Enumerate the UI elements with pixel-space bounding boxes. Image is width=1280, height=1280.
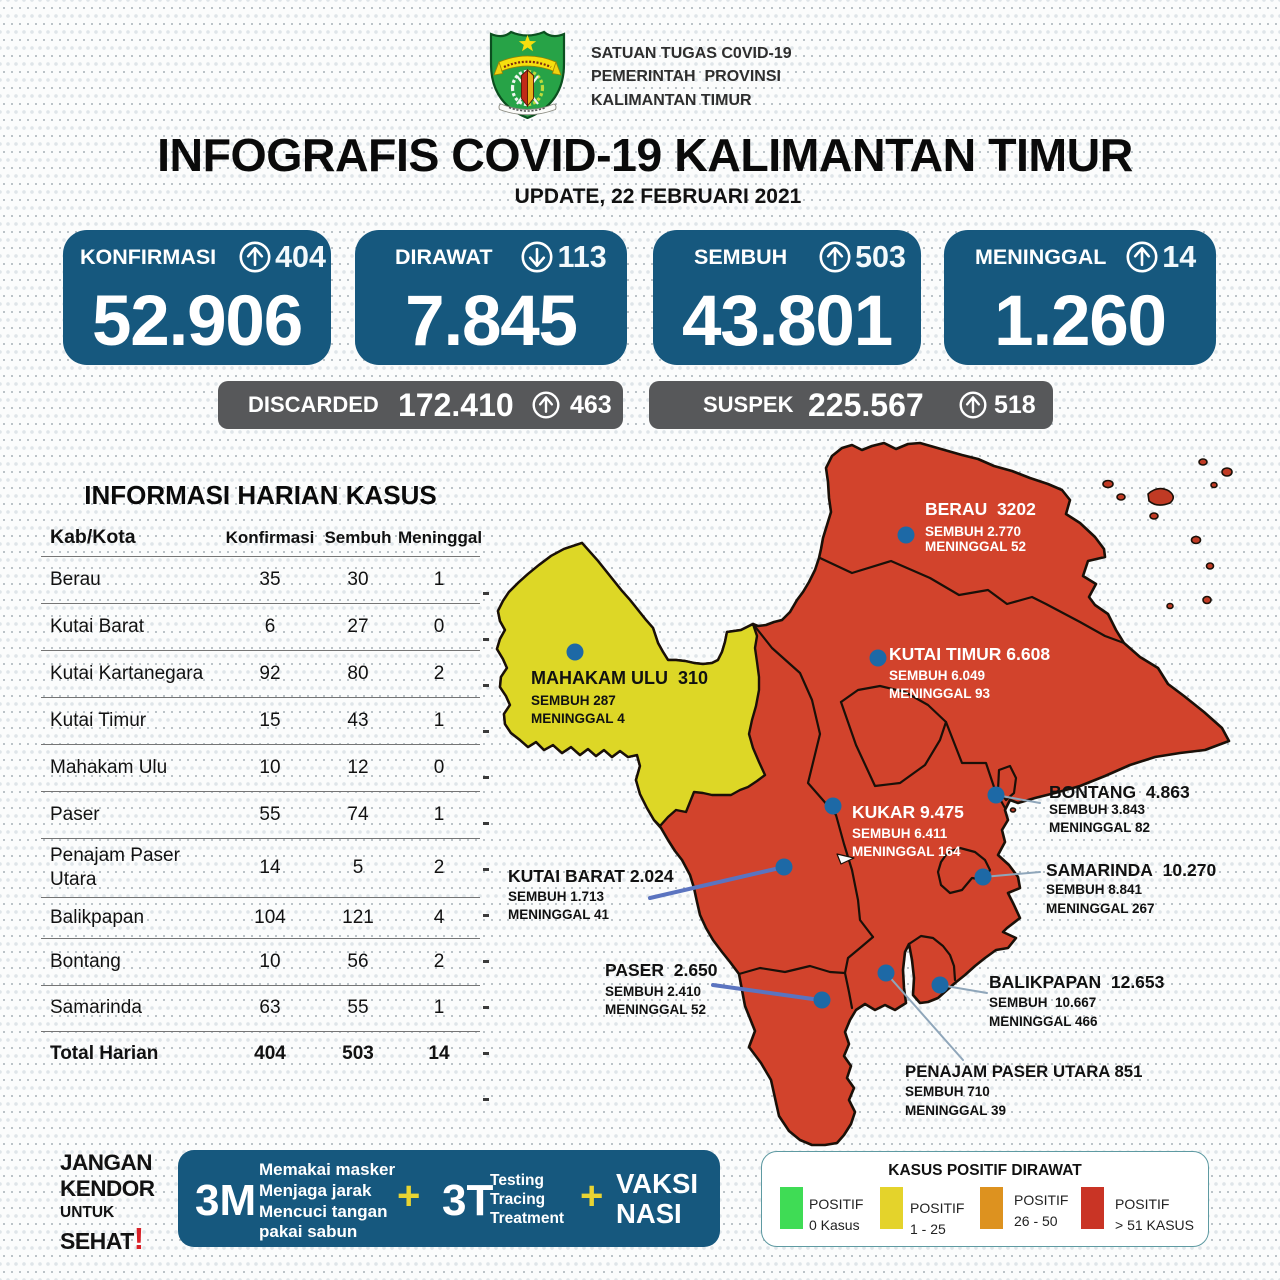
svg-text:BONTANG 4.863: BONTANG 4.863 [1049, 782, 1190, 802]
svg-text:BERAU 3202: BERAU 3202 [925, 499, 1036, 519]
svg-text:SEMBUH 3.843: SEMBUH 3.843 [1049, 802, 1146, 817]
svg-text:BALIKPAPAN 12.653: BALIKPAPAN 12.653 [989, 972, 1165, 992]
svg-text:SEMBUH 710: SEMBUH 710 [905, 1084, 990, 1099]
svg-text:SEMBUH 6.049: SEMBUH 6.049 [889, 668, 985, 683]
svg-text:SEMBUH 8.841: SEMBUH 8.841 [1046, 882, 1143, 897]
svg-text:MENINGGAL 41: MENINGGAL 41 [508, 907, 610, 922]
svg-text:SEMBUH 10.667: SEMBUH 10.667 [989, 995, 1096, 1010]
svg-text:SEMBUH 2.770: SEMBUH 2.770 [925, 524, 1021, 539]
svg-text:MENINGGAL 267: MENINGGAL 267 [1046, 901, 1155, 916]
svg-text:MENINGGAL 82: MENINGGAL 82 [1049, 820, 1150, 835]
svg-text:SEMBUH 1.713: SEMBUH 1.713 [508, 889, 605, 904]
svg-text:MENINGGAL 164: MENINGGAL 164 [852, 844, 961, 859]
svg-text:MENINGGAL 93: MENINGGAL 93 [889, 686, 991, 701]
svg-text:MENINGGAL 52: MENINGGAL 52 [925, 539, 1026, 554]
svg-text:KUTAI BARAT 2.024: KUTAI BARAT 2.024 [508, 866, 674, 886]
svg-text:SEMBUH 2.410: SEMBUH 2.410 [605, 984, 701, 999]
svg-text:SEMBUH 287: SEMBUH 287 [531, 693, 616, 708]
svg-text:MENINGGAL 4: MENINGGAL 4 [531, 711, 625, 726]
svg-text:MENINGGAL 466: MENINGGAL 466 [989, 1014, 1098, 1029]
svg-text:MENINGGAL 52: MENINGGAL 52 [605, 1002, 706, 1017]
svg-text:KUKAR 9.475: KUKAR 9.475 [852, 802, 964, 822]
svg-text:SAMARINDA 10.270: SAMARINDA 10.270 [1046, 860, 1216, 880]
svg-text:MENINGGAL 39: MENINGGAL 39 [905, 1103, 1006, 1118]
svg-text:KUTAI TIMUR 6.608: KUTAI TIMUR 6.608 [889, 644, 1050, 664]
svg-text:PENAJAM PASER UTARA 851: PENAJAM PASER UTARA 851 [905, 1062, 1142, 1081]
svg-text:PASER 2.650: PASER 2.650 [605, 960, 718, 980]
svg-text:MAHAKAM ULU 310: MAHAKAM ULU 310 [531, 668, 708, 688]
svg-text:SEMBUH 6.411: SEMBUH 6.411 [852, 826, 948, 841]
